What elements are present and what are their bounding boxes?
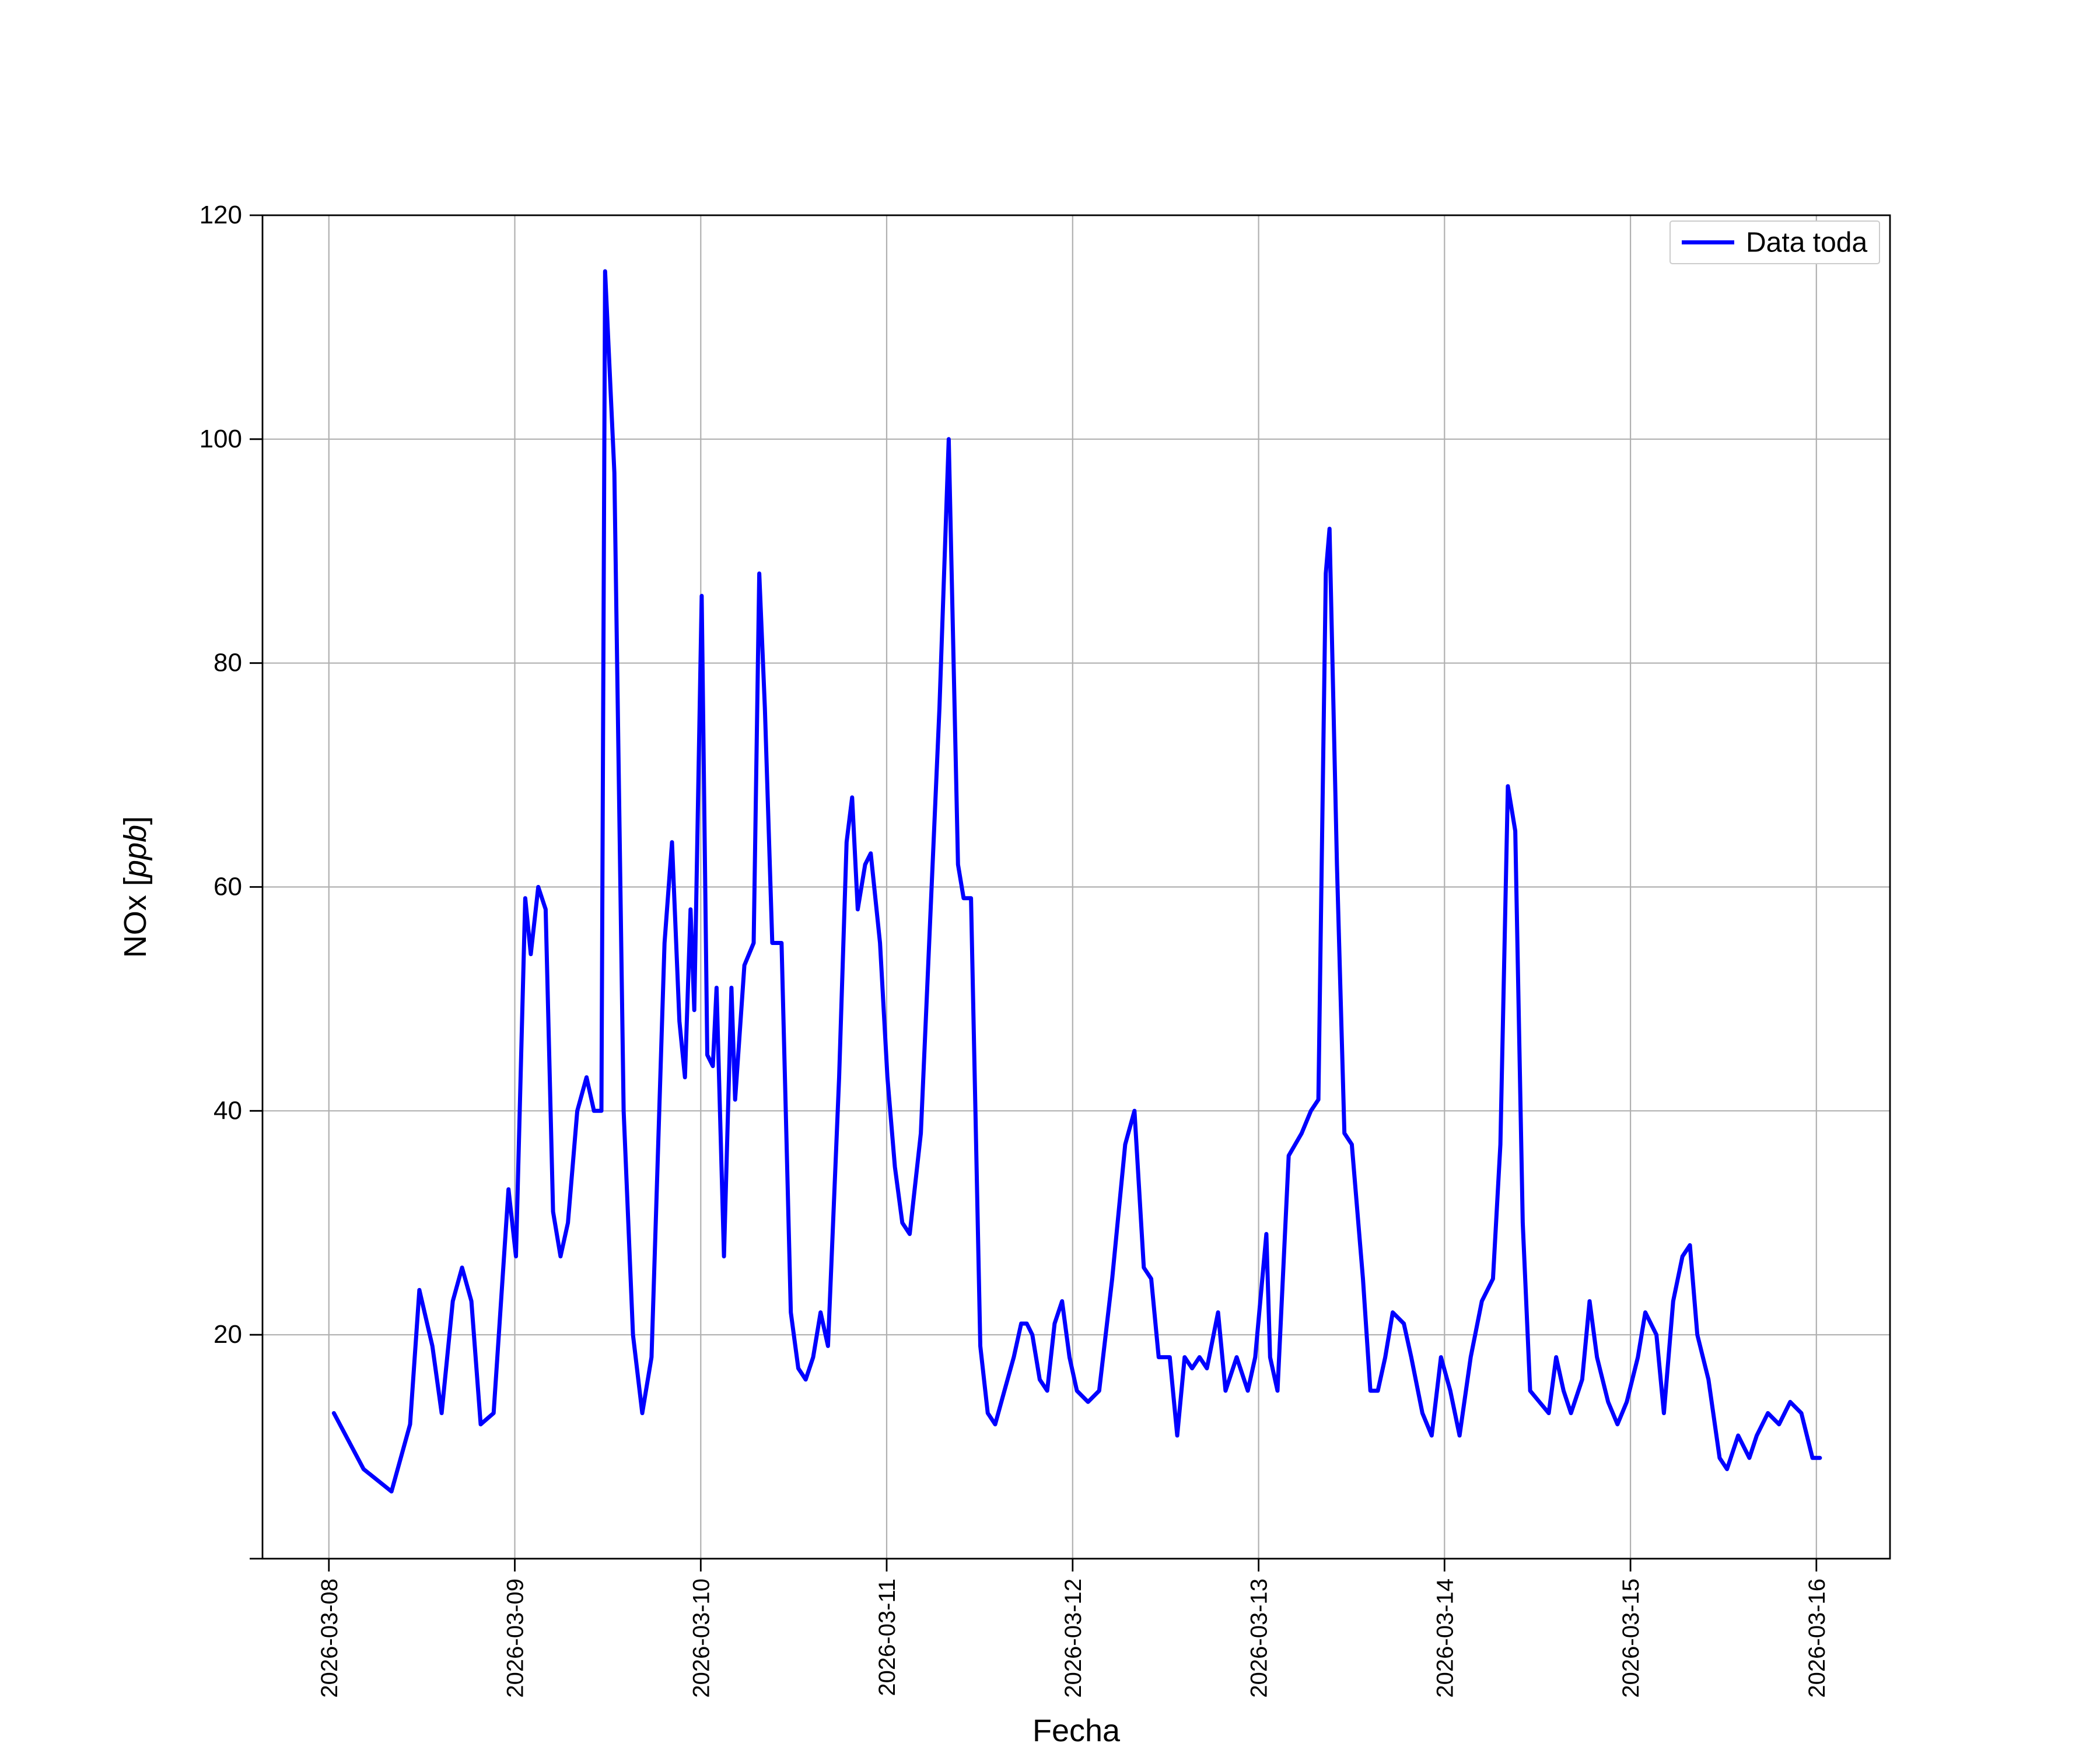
svg-text:100: 100 — [200, 425, 242, 453]
svg-text:2026-03-15: 2026-03-15 — [1618, 1578, 1644, 1698]
svg-text:Fecha: Fecha — [1032, 1713, 1121, 1748]
svg-text:2026-03-11: 2026-03-11 — [874, 1578, 900, 1696]
svg-text:2026-03-12: 2026-03-12 — [1060, 1578, 1086, 1698]
svg-text:2026-03-09: 2026-03-09 — [503, 1578, 528, 1698]
svg-text:2026-03-16: 2026-03-16 — [1804, 1578, 1830, 1698]
svg-text:2026-03-08: 2026-03-08 — [317, 1578, 342, 1698]
svg-text:20: 20 — [214, 1320, 242, 1349]
svg-text:40: 40 — [214, 1096, 242, 1125]
svg-text:2026-03-13: 2026-03-13 — [1247, 1578, 1272, 1698]
svg-text:120: 120 — [200, 201, 242, 229]
svg-text:Data toda: Data toda — [1746, 228, 1867, 258]
svg-text:80: 80 — [214, 649, 242, 677]
svg-text:2026-03-10: 2026-03-10 — [688, 1578, 714, 1698]
svg-text:NOx [ppb]: NOx [ppb] — [118, 816, 153, 958]
svg-text:60: 60 — [214, 873, 242, 901]
svg-text:2026-03-14: 2026-03-14 — [1432, 1578, 1458, 1698]
